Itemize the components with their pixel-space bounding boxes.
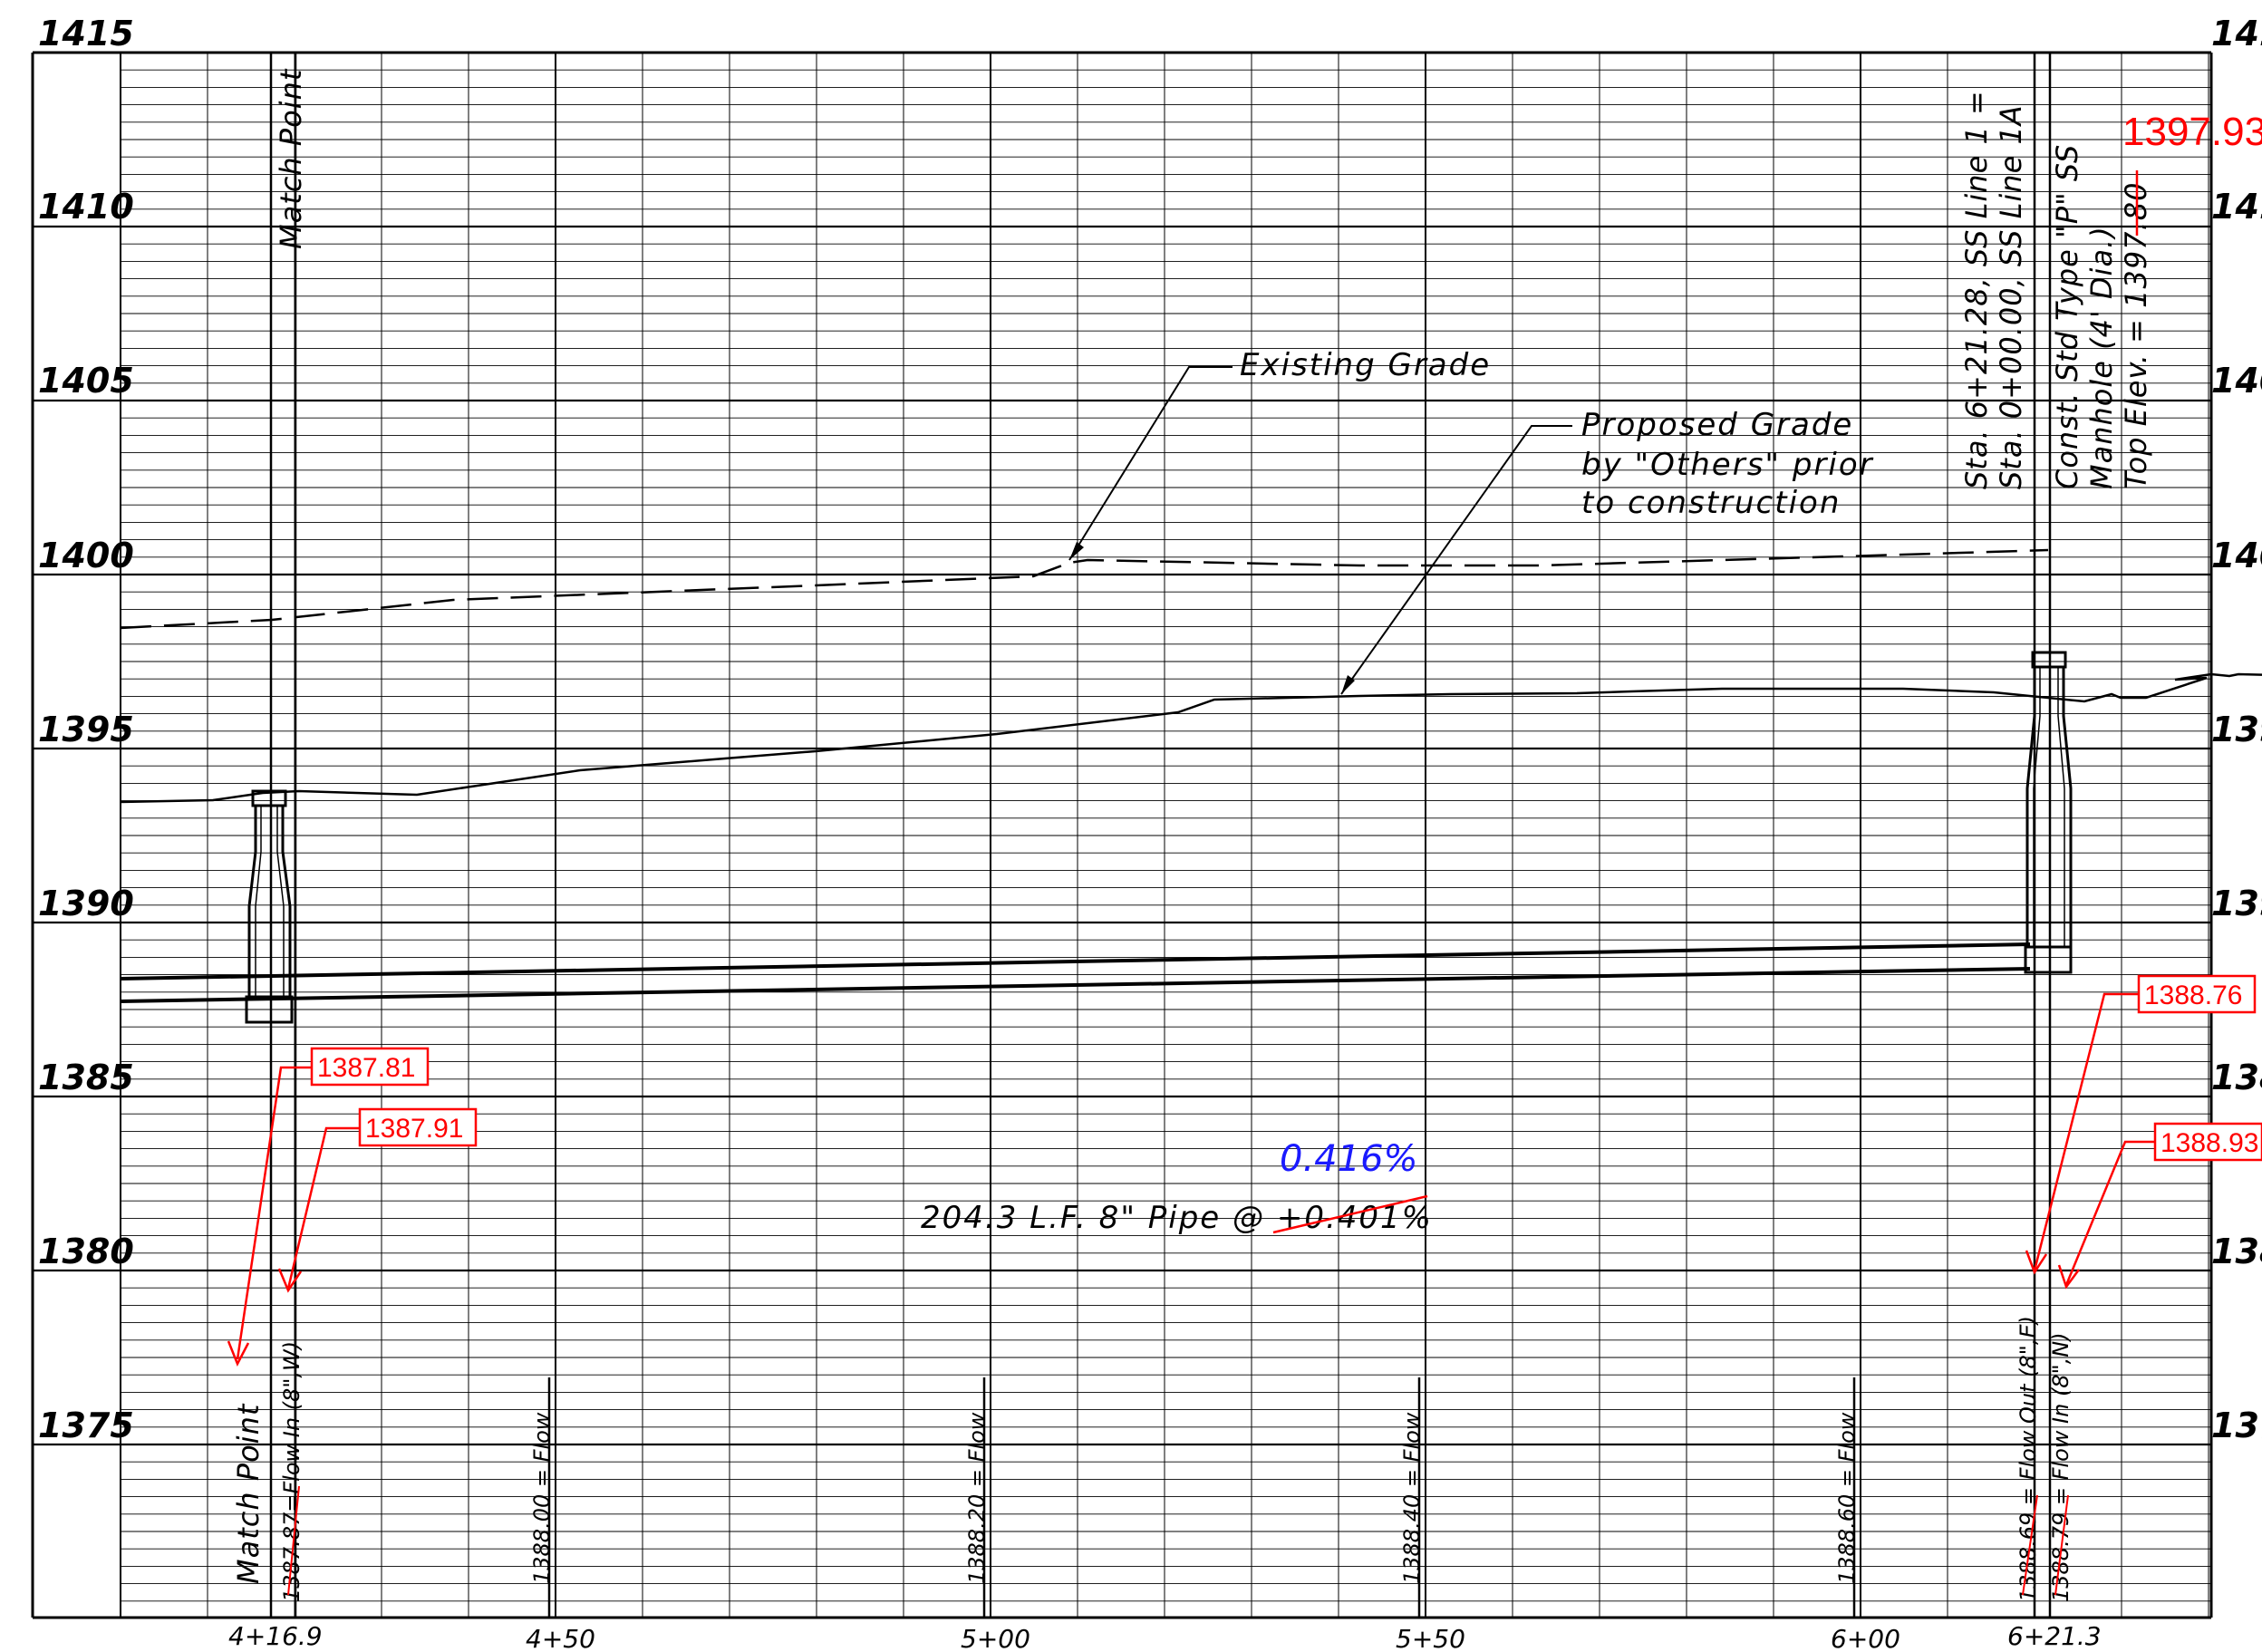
elev-right-label: 140 <box>2211 361 2262 401</box>
elev-right-label: 141 <box>2211 187 2262 227</box>
manhole-station-line2: Sta. 0+00.00, SS Line 1A <box>1994 104 2028 489</box>
pipe-label: 204.3 L.F. 8" Pipe @ +0.401% <box>921 1200 1433 1236</box>
elev-label-1405: 1405 <box>38 361 134 401</box>
callout-left-a: 1387.81 <box>227 1047 430 1367</box>
elev-label-1415: 1415 <box>38 14 134 53</box>
proposed-grade-line <box>120 672 2262 804</box>
callout-right-b-value: 1388.93 <box>2160 1128 2258 1158</box>
flow-left-strikeout <box>287 1485 300 1596</box>
pipe-invert-line <box>120 967 2031 1003</box>
station-label-4+16.9: 4+16.9 <box>228 1621 323 1651</box>
elev-right-label: 139 <box>2211 710 2262 749</box>
callout-left-b: 1387.91 <box>277 1107 478 1293</box>
pipe-slope-strikeout <box>1272 1194 1428 1234</box>
manhole-right <box>2024 651 2073 974</box>
proposed-grade-label-line2: by "Others" prior <box>1581 447 1874 483</box>
station-axis: 4+16.9 4+50 5+00 5+50 6+00 6+21.3 <box>228 1621 2102 1652</box>
flow-in-strikeout <box>2054 1494 2069 1596</box>
pipe-crown-line <box>120 942 2031 981</box>
existing-grade-leader <box>1068 366 1232 561</box>
manhole-desc-line1: Const. Std Type "P" SS <box>2050 144 2084 489</box>
match-point-label-bottom: Match Point <box>231 1403 266 1584</box>
proposed-grade-leader <box>1340 425 1572 695</box>
existing-grade-arrowhead <box>1069 542 1084 560</box>
manhole-station-line1: Sta. 6+21.28, SS Line 1 = <box>1959 90 1994 489</box>
callout-left-a-value: 1387.81 <box>317 1053 415 1083</box>
callout-right-a-value: 1388.76 <box>2144 981 2242 1010</box>
elev-right-label: 138 <box>2211 1058 2262 1097</box>
elev-label-1390: 1390 <box>38 884 134 923</box>
station-label-5+50: 5+50 <box>1396 1624 1465 1652</box>
callout-right-a: 1388.76 <box>2025 974 2257 1275</box>
station-label-6+21.3: 6+21.3 <box>2007 1621 2102 1651</box>
elevation-axis-left: 1415 1410 1405 1400 1395 1390 1385 1380 … <box>38 14 134 1445</box>
elev-right-label: 137 <box>2211 1406 2262 1445</box>
elev-label-1375: 1375 <box>38 1406 134 1445</box>
proposed-grade-label-line3: to construction <box>1581 485 1841 521</box>
flow-out-strikeout <box>2022 1494 2038 1596</box>
elevation-axis-right: 141 141 140 140 139 139 138 138 137 <box>2211 14 2262 1445</box>
existing-grade-line <box>120 548 2049 630</box>
elev-right-label: 138 <box>2211 1232 2262 1271</box>
elev-label-1395: 1395 <box>38 710 134 749</box>
flow-in-right: 1388.79 = Flow In (8",N) <box>2048 1332 2074 1602</box>
callout-right-b: 1388.93 <box>2057 1122 2262 1290</box>
manhole-desc-line2: Manhole (4' Dia.) <box>2084 226 2119 489</box>
flow-mark-5+00: 1388.20 = Flow <box>964 1412 990 1584</box>
existing-grade-label: Existing Grade <box>1240 347 1491 383</box>
station-label-5+00: 5+00 <box>961 1624 1030 1652</box>
match-point-label-top: Match Point <box>274 68 308 249</box>
elev-right-label: 140 <box>2211 536 2262 575</box>
elev-label-1400: 1400 <box>38 536 134 575</box>
top-elev-revised: 1397.93 <box>2122 110 2262 154</box>
revised-slope: 0.416% <box>1280 1138 1418 1180</box>
station-label-4+50: 4+50 <box>526 1624 595 1652</box>
proposed-grade-arrowhead <box>1341 675 1355 694</box>
manhole-left <box>245 789 294 1024</box>
flow-mark-4+50: 1388.00 = Flow <box>529 1412 555 1584</box>
callout-left-b-value: 1387.91 <box>365 1114 463 1144</box>
elev-label-1410: 1410 <box>38 187 134 227</box>
elev-right-label: 139 <box>2211 884 2262 923</box>
proposed-grade-label-line1: Proposed Grade <box>1581 407 1853 443</box>
elev-label-1380: 1380 <box>38 1232 134 1271</box>
station-label-6+00: 6+00 <box>1831 1624 1900 1652</box>
profile-grid <box>31 51 2213 1619</box>
flow-mark-5+50: 1388.40 = Flow <box>1399 1412 1425 1584</box>
flow-mark-6+00: 1388.60 = Flow <box>1834 1412 1860 1584</box>
elev-right-label: 141 <box>2211 14 2262 53</box>
elev-label-1385: 1385 <box>38 1058 134 1097</box>
